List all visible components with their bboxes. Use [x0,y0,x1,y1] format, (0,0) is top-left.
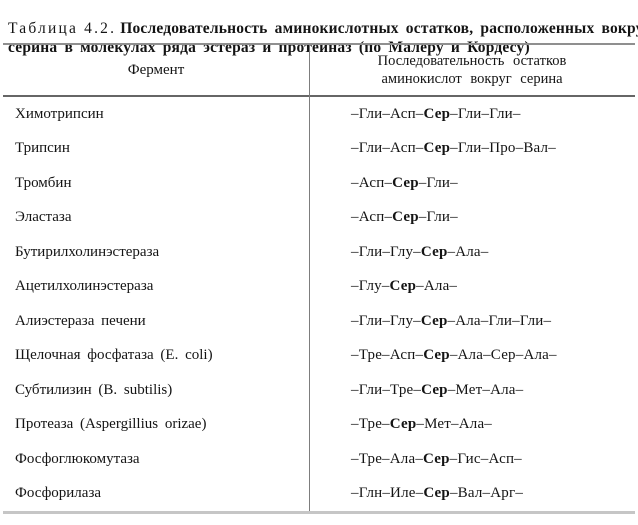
column-header-sequence-line1: Последовательность остатков [377,53,567,69]
sequence-pre: –Тре–Асп– [351,347,424,364]
serine-residue: Сер [421,381,448,398]
sequence-text: –Тре–Ала–Сер–Гис–Асп– [309,451,635,468]
serine-residue: Сер [392,209,419,226]
serine-residue: Сер [389,278,417,295]
table-row: Фосфорилаза –Глн–Иле–Сер–Вал–Арг– [3,477,635,512]
sequence-text: –Глн–Иле–Сер–Вал–Арг– [309,485,635,502]
table-row: Протеаза (Aspergillius orizae) –Тре–Сер–… [3,408,635,443]
sequence-text: –Гли–Глу–Сер–Ала–Гли–Гли– [309,313,635,330]
sequence-post: –Гли–Гли– [450,105,521,122]
enzyme-name: Эластаза [15,209,72,226]
serine-residue: Сер [389,416,417,433]
sequence-text: –Асп–Сер–Гли– [309,209,635,226]
enzyme-name: Алиэстераза печени [15,312,146,329]
column-header-sequence: Последовательность остатков аминокислот … [309,45,635,95]
table-caption: Таблица 4.2. Последовательность аминокисл… [8,19,638,57]
sequence-post: –Ала– [416,278,458,295]
table-body: Химотрипсин –Гли–Асп–Сер–Гли–Гли– Трипси… [3,97,635,511]
serine-residue: Сер [420,312,448,329]
table-number: Таблица 4.2. [8,19,117,37]
serine-residue: Сер [423,485,450,502]
serine-residue: Сер [423,450,450,467]
data-table: Фермент Последовательность остатков амин… [3,43,635,514]
table-row: Алиэстераза печени –Гли–Глу–Сер–Ала–Гли–… [3,304,635,339]
sequence-pre: –Глн–Иле– [351,485,424,502]
column-divider [309,45,310,511]
sequence-text: –Гли–Глу–Сер–Ала– [309,244,635,261]
enzyme-name: Фосфорилаза [15,485,102,502]
sequence-pre: –Гли–Глу– [351,243,421,260]
sequence-post: –Ала– [447,243,489,260]
column-header-enzyme: Фермент [127,61,185,78]
table-row: Фосфоглюкомутаза –Тре–Ала–Сер–Гис–Асп– [3,442,635,477]
table-row: Субтилизин (B. subtilis) –Гли–Тре–Сер–Ме… [3,373,635,408]
sequence-post: –Вал–Арг– [449,485,524,502]
serine-residue: Сер [423,105,451,122]
sequence-pre: –Гли–Асп– [351,105,424,122]
sequence-post: –Мет–Ала– [447,381,524,398]
enzyme-name: Химотрипсин [15,105,104,122]
sequence-pre: –Гли–Тре– [351,381,422,398]
sequence-pre: –Глу– [351,278,390,295]
table-row: Трипсин –Гли–Асп–Сер–Гли–Про–Вал– [3,132,635,167]
sequence-pre: –Тре–Ала– [351,450,424,467]
sequence-post: –Гли– [418,209,458,226]
sequence-pre: –Асп– [351,209,393,226]
sequence-text: –Гли–Асп–Сер–Гли–Гли– [309,106,635,123]
sequence-post: –Ала–Сер–Ала– [449,347,557,364]
enzyme-name: Тромбин [15,174,72,191]
sequence-post: –Гис–Асп– [449,450,522,467]
table-row: Эластаза –Асп–Сер–Гли– [3,201,635,236]
column-header-sequence-line2: аминокислот вокруг серина [381,71,563,87]
sequence-text: –Тре–Сер–Мет–Ала– [309,416,635,433]
enzyme-name: Бутирилхолинэстераза [15,243,160,260]
sequence-text: –Гли–Асп–Сер–Гли–Про–Вал– [309,140,635,157]
sequence-post: –Гли– [418,174,458,191]
sequence-post: –Гли–Про–Вал– [450,140,556,157]
caption-line-1: Последовательность аминокислотных остатк… [120,19,638,37]
table-row: Ацетилхолинэстераза –Глу–Сер–Ала– [3,270,635,305]
sequence-pre: –Тре– [351,416,390,433]
sequence-text: –Асп–Сер–Гли– [309,175,635,192]
sequence-text: –Гли–Тре–Сер–Мет–Ала– [309,382,635,399]
sequence-pre: –Гли–Асп– [351,140,424,157]
sequence-pre: –Гли–Глу– [351,312,421,329]
table-row: Химотрипсин –Гли–Асп–Сер–Гли–Гли– [3,97,635,132]
serine-residue: Сер [420,243,448,260]
table-row: Тромбин –Асп–Сер–Гли– [3,166,635,201]
sequence-text: –Тре–Асп–Сер–Ала–Сер–Ала– [309,347,635,364]
serine-residue: Сер [423,140,451,157]
enzyme-name: Щелочная фосфатаза (E. coli) [15,347,213,364]
sequence-text: –Глу–Сер–Ала– [309,278,635,295]
sequence-pre: –Асп– [351,174,393,191]
enzyme-name: Ацетилхолинэстераза [15,278,154,295]
enzyme-name: Субтилизин (B. subtilis) [15,381,173,398]
header-row: Фермент Последовательность остатков амин… [3,45,635,97]
serine-residue: Сер [423,347,450,364]
enzyme-name: Фосфоглюкомутаза [15,450,140,467]
enzyme-name: Протеаза (Aspergillius orizae) [15,416,207,433]
sequence-post: –Мет–Ала– [416,416,493,433]
enzyme-name: Трипсин [15,140,70,157]
sequence-post: –Ала–Гли–Гли– [447,312,552,329]
table-row: Бутирилхолинэстераза –Гли–Глу–Сер–Ала– [3,235,635,270]
table-row: Щелочная фосфатаза (E. coli) –Тре–Асп–Се… [3,339,635,374]
caption-line-2: серина в молекулах ряда эстераз и протеи… [8,38,530,56]
serine-residue: Сер [392,174,419,191]
